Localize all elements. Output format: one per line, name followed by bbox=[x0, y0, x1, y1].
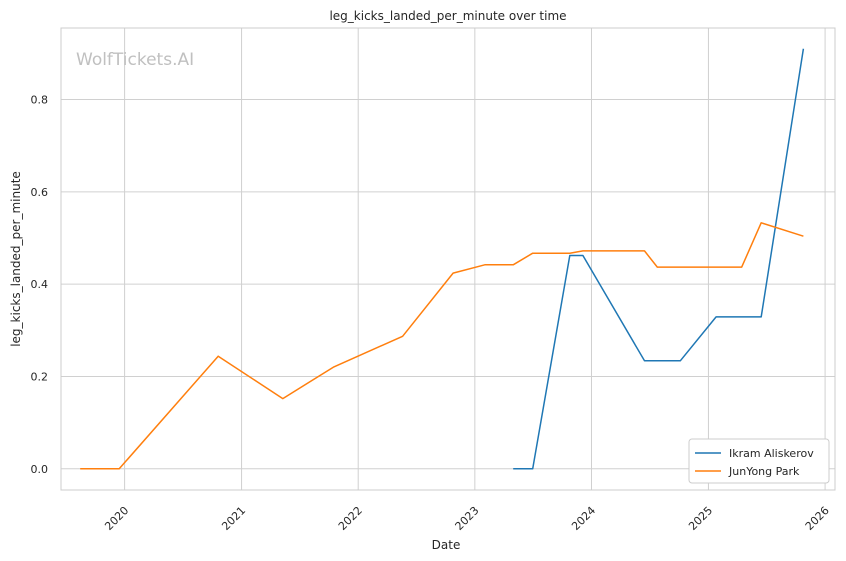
legend-label: JunYong Park bbox=[728, 465, 800, 478]
legend-label: Ikram Aliskerov bbox=[729, 447, 814, 460]
legend-box bbox=[688, 438, 830, 484]
x-tick-label: 2023 bbox=[453, 504, 482, 533]
series-lines bbox=[80, 48, 805, 470]
x-tick-label: 2021 bbox=[219, 504, 248, 533]
x-axis-label: Date bbox=[432, 538, 461, 552]
x-tick-label: 2024 bbox=[569, 504, 598, 533]
grid-lines bbox=[61, 28, 835, 490]
watermark-text: WolfTickets.AI bbox=[76, 50, 194, 70]
y-tick-label: 0.0 bbox=[31, 463, 49, 476]
x-tick-label: 2025 bbox=[686, 504, 715, 533]
y-tick-label: 0.6 bbox=[31, 186, 49, 199]
chart-title: leg_kicks_landed_per_minute over time bbox=[329, 9, 566, 23]
x-tick-label: 2020 bbox=[102, 504, 131, 533]
series-line bbox=[513, 48, 805, 470]
y-axis-label: leg_kicks_landed_per_minute bbox=[9, 171, 23, 347]
plot-frame bbox=[60, 27, 836, 491]
x-tick-label: 2022 bbox=[336, 504, 365, 533]
y-tick-label: 0.8 bbox=[31, 94, 49, 107]
y-tick-label: 0.2 bbox=[31, 370, 49, 383]
series-line bbox=[80, 222, 804, 470]
y-tick-label: 0.4 bbox=[31, 278, 49, 291]
legend: Ikram Aliskerov JunYong Park bbox=[688, 438, 830, 484]
y-tick-labels: 0.0 0.2 0.4 0.6 0.8 bbox=[31, 94, 49, 476]
x-tick-labels: 2020 2021 2022 2023 2024 2025 2026 bbox=[102, 504, 831, 533]
x-tick-label: 2026 bbox=[803, 504, 832, 533]
